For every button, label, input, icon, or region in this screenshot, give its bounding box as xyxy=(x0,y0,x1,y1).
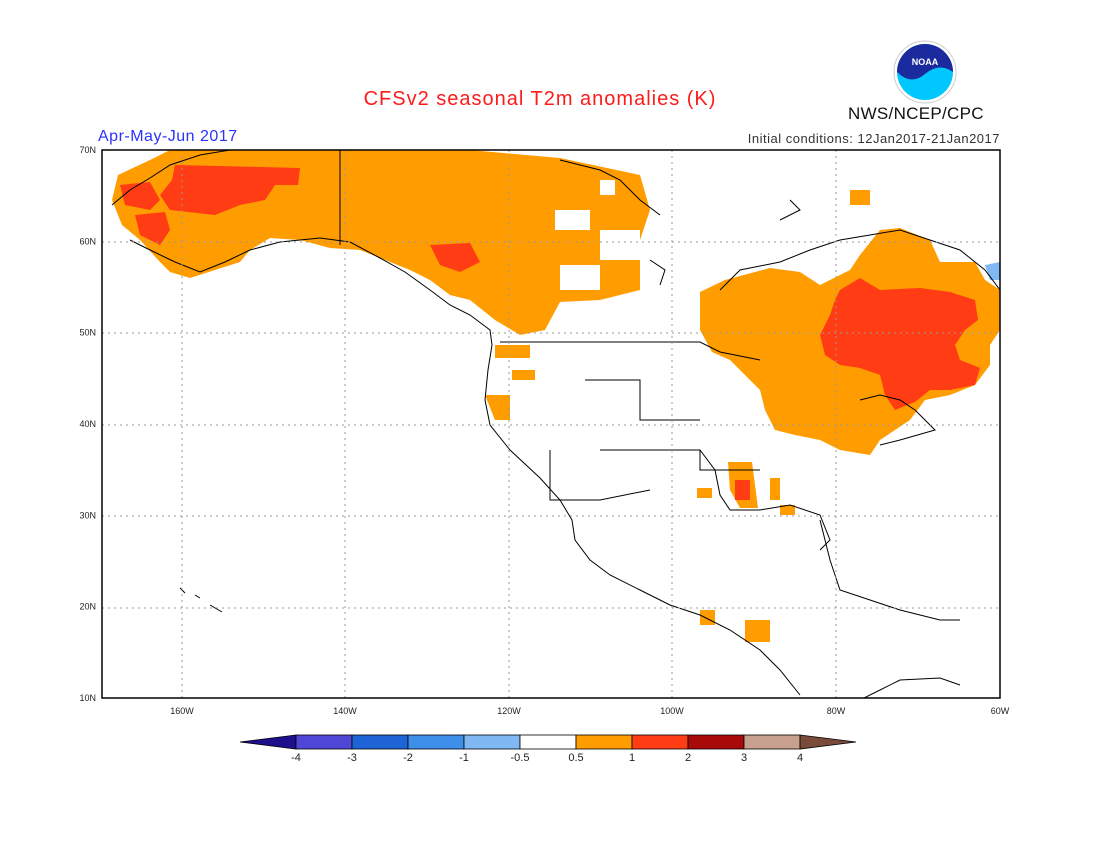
longitude-labels: 160W 140W 120W 100W 80W 60W xyxy=(170,706,1010,716)
svg-text:NOAA: NOAA xyxy=(912,57,939,67)
colorbar-label: -3 xyxy=(347,752,357,764)
colorbar-label: 1 xyxy=(629,752,635,764)
colorbar-label: 4 xyxy=(797,752,803,764)
season-label: Apr-May-Jun 2017 xyxy=(98,128,238,145)
longitude-label: 160W xyxy=(170,706,194,716)
colorbar-label: -1 xyxy=(459,752,469,764)
colorbar-swatch xyxy=(631,734,689,750)
colorbar-label: -4 xyxy=(291,752,301,764)
longitude-label: 60W xyxy=(991,706,1010,716)
colorbar-label: -2 xyxy=(403,752,413,764)
graticule xyxy=(102,150,1000,698)
latitude-label: 10N xyxy=(79,693,96,703)
latitude-labels: 70N 60N 50N 40N 30N 20N 10N xyxy=(79,145,96,703)
colorbar-swatch xyxy=(687,734,745,750)
initial-conditions-label: Initial conditions: 12Jan2017-21Jan2017 xyxy=(747,131,1000,146)
colorbar-swatch xyxy=(743,734,801,750)
colorbar-swatch xyxy=(295,734,353,750)
colorbar-label: 3 xyxy=(741,752,747,764)
colorbar-arrow-high xyxy=(799,734,857,750)
latitude-label: 70N xyxy=(79,145,96,155)
chart-title: CFSv2 seasonal T2m anomalies (K) xyxy=(363,88,717,110)
latitude-label: 20N xyxy=(79,602,96,612)
anomaly-region-quebec-red xyxy=(820,278,980,410)
colorbar-swatch xyxy=(575,734,633,750)
latitude-label: 30N xyxy=(79,510,96,520)
colorbar-swatch xyxy=(407,734,465,750)
colorbar-swatch xyxy=(351,734,409,750)
colorbar-swatch xyxy=(463,734,521,750)
noaa-logo: NOAA xyxy=(893,40,957,104)
longitude-label: 140W xyxy=(333,706,357,716)
colorbar-label: 2 xyxy=(685,752,691,764)
longitude-label: 120W xyxy=(497,706,521,716)
longitude-label: 80W xyxy=(827,706,846,716)
map-frame xyxy=(101,149,1001,699)
anomaly-fill-layer xyxy=(112,150,1000,642)
latitude-label: 60N xyxy=(79,236,96,246)
colorbar-label: -0.5 xyxy=(511,752,530,764)
colorbar: -4 -3 -2 -1 -0.5 0.5 1 2 3 4 xyxy=(239,734,857,764)
colorbar-label: 0.5 xyxy=(568,752,583,764)
longitude-label: 100W xyxy=(660,706,684,716)
coastlines xyxy=(111,150,1000,698)
latitude-label: 50N xyxy=(79,328,96,338)
colorbar-arrow-low xyxy=(239,734,297,750)
colorbar-swatch xyxy=(519,734,577,750)
latitude-label: 40N xyxy=(79,419,96,429)
organization-label: NWS/NCEP/CPC xyxy=(848,104,984,123)
anomaly-region-alaska-red xyxy=(160,165,300,215)
